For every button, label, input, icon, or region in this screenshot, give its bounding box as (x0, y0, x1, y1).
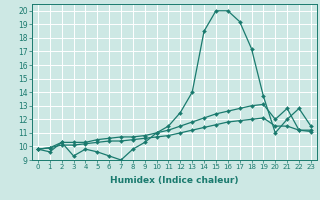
X-axis label: Humidex (Indice chaleur): Humidex (Indice chaleur) (110, 176, 239, 185)
